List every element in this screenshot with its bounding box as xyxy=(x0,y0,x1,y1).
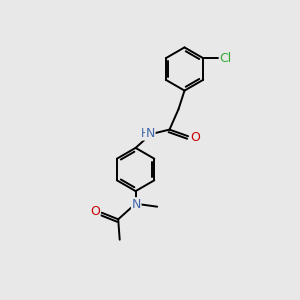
Text: O: O xyxy=(90,205,100,218)
Text: Cl: Cl xyxy=(219,52,232,65)
Text: N: N xyxy=(131,198,141,211)
Text: H: H xyxy=(140,127,149,140)
Text: N: N xyxy=(146,127,155,140)
Text: O: O xyxy=(190,131,200,144)
